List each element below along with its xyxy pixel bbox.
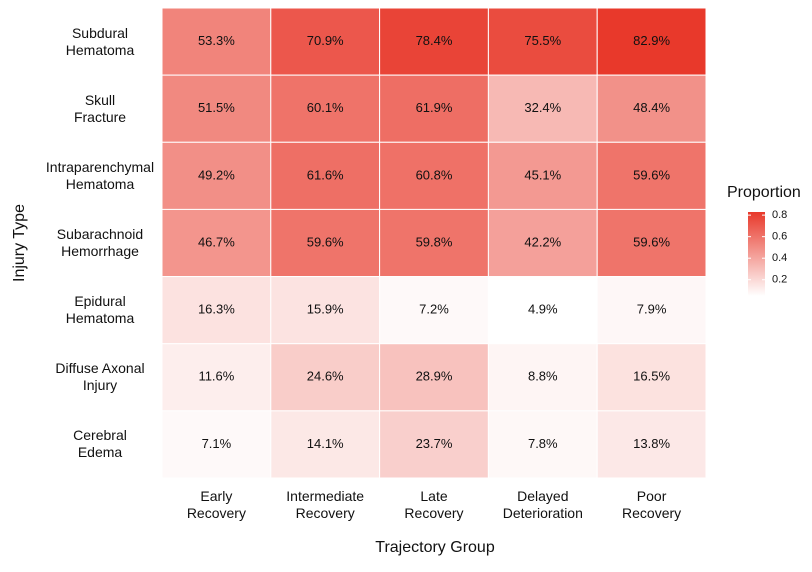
cell-label: 49.2% [198,167,235,182]
cell [161,276,272,345]
cell [487,343,598,412]
cell-label: 11.6% [198,369,234,384]
x-tick-label: Delayed Deterioration [502,488,583,521]
cell [596,74,707,143]
y-tick-label: Epidural Hematoma [65,293,135,327]
cell-label: 23.7% [416,436,453,451]
colorbar-tick-label: 0.4 [772,252,787,264]
cell [596,7,707,76]
cell [487,7,598,76]
cell-label: 60.8% [416,167,453,182]
cell-label: 7.2% [419,302,449,317]
y-tick-label: Cerebral Edema [73,427,127,461]
cell [487,208,598,278]
cell-label: 42.2% [524,234,561,249]
cell-label: 59.6% [633,234,670,249]
y-tick-label: Diffuse Axonal Injury [55,360,145,394]
cell-label: 7.8% [528,436,558,451]
cell [596,276,707,345]
colorbar [748,212,765,296]
cell [161,7,272,76]
cell-label: 53.3% [198,33,235,48]
x-axis-title: Trajectory Group [375,539,495,556]
y-tick-label: Subdural Hematoma [65,24,135,58]
cell-label: 4.9% [528,302,558,317]
cell [161,410,272,479]
cell-label: 8.8% [528,369,558,384]
cell-label: 45.1% [524,167,561,182]
colorbar-tick-label: 0.6 [772,231,787,243]
cell-label: 82.9% [633,33,670,48]
cell [270,141,381,210]
cell [270,7,381,76]
cell [379,276,489,345]
cell-label: 32.4% [524,100,561,115]
cell-label: 70.9% [307,33,344,48]
cell-label: 13.8% [633,436,670,451]
cell [487,410,598,479]
cell-label: 15.9% [307,302,344,317]
cell [379,208,489,278]
cell [596,141,707,210]
cell [379,74,489,143]
cell-label: 16.3% [198,302,235,317]
cell [270,343,381,412]
y-tick-label: Intraparenchymal Hematoma [45,158,155,192]
cell-label: 78.4% [416,33,453,48]
cell-label: 48.4% [633,100,670,115]
cell [596,343,707,412]
x-tick-label: Intermediate Recovery [286,488,365,521]
cell-label: 59.8% [416,234,453,249]
cell-label: 61.6% [307,167,344,182]
cell-label: 75.5% [524,33,561,48]
colorbar-tick-label: 0.8 [772,209,787,221]
cell [379,7,489,76]
cell [379,343,489,412]
cell-label: 61.9% [416,100,453,115]
cell [161,74,272,143]
cell [487,141,598,210]
cell-label: 7.1% [202,436,232,451]
cell-label: 46.7% [198,234,235,249]
x-tick-label: Early Recovery [186,488,246,521]
x-tick-label: Poor Recovery [622,488,682,521]
cell [596,208,707,278]
cell [161,208,272,278]
legend-title: Proportion [727,184,801,201]
cell-label: 16.5% [633,369,670,384]
cell [270,208,381,278]
y-tick-label: Subarachnoid Hemorrhage [56,226,144,259]
cell-label: 59.6% [633,167,670,182]
cell-label: 7.9% [637,302,667,317]
cell-label: 14.1% [307,436,344,451]
colorbar-tick-label: 0.2 [772,274,787,286]
cell [596,410,707,479]
x-tick-label: Late Recovery [404,488,464,521]
cell-label: 24.6% [307,369,344,384]
cell-label: 28.9% [416,369,453,384]
cell [270,276,381,345]
cell-label: 60.1% [307,100,344,115]
cell [379,141,489,210]
cell-label: 51.5% [198,100,235,115]
y-tick-label: Skull Fracture [73,91,127,125]
cell-label: 59.6% [307,234,344,249]
y-axis-title: Injury Type [11,204,28,282]
